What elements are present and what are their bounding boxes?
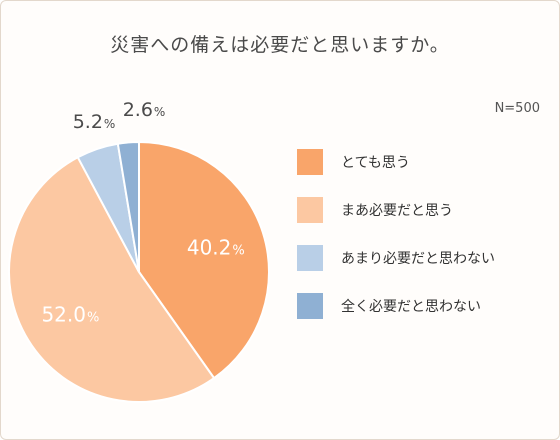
pie-slice-totemo-omou bbox=[138, 140, 270, 380]
legend-label: あまり必要だと思わない bbox=[341, 251, 495, 267]
legend-swatch bbox=[297, 197, 323, 223]
legend: とても思う まあ必要だと思う あまり必要だと思わない 全く必要だと思わない bbox=[297, 149, 495, 341]
legend-item-maa-hitsuyou: まあ必要だと思う bbox=[297, 197, 495, 223]
data-label-mattaku-hitsuyou-nai: 2.6% bbox=[123, 99, 166, 121]
legend-swatch bbox=[297, 149, 323, 175]
pie-slice-maa-hitsuyou bbox=[8, 155, 216, 403]
legend-swatch bbox=[297, 293, 323, 319]
chart-title: 災害への備えは必要だと思いますか。 bbox=[110, 34, 450, 56]
data-label-maa-hitsuyou: 52.0% bbox=[41, 302, 99, 326]
legend-label: まあ必要だと思う bbox=[341, 203, 453, 219]
data-label-totemo-omou: 40.2% bbox=[187, 236, 245, 260]
legend-item-mattaku-hitsuyou-nai: 全く必要だと思わない bbox=[297, 293, 495, 319]
data-label-amari-hitsuyou-nai: 5.2% bbox=[73, 111, 116, 133]
legend-item-totemo-omou: とても思う bbox=[297, 149, 495, 175]
legend-label: とても思う bbox=[341, 155, 410, 171]
legend-swatch bbox=[297, 245, 323, 271]
legend-item-amari-hitsuyou-nai: あまり必要だと思わない bbox=[297, 245, 495, 271]
pie-slice-mattaku-hitsuyou-nai bbox=[116, 140, 140, 273]
legend-label: 全く必要だと思わない bbox=[341, 299, 481, 315]
sample-size-label: N=500 bbox=[494, 101, 540, 116]
